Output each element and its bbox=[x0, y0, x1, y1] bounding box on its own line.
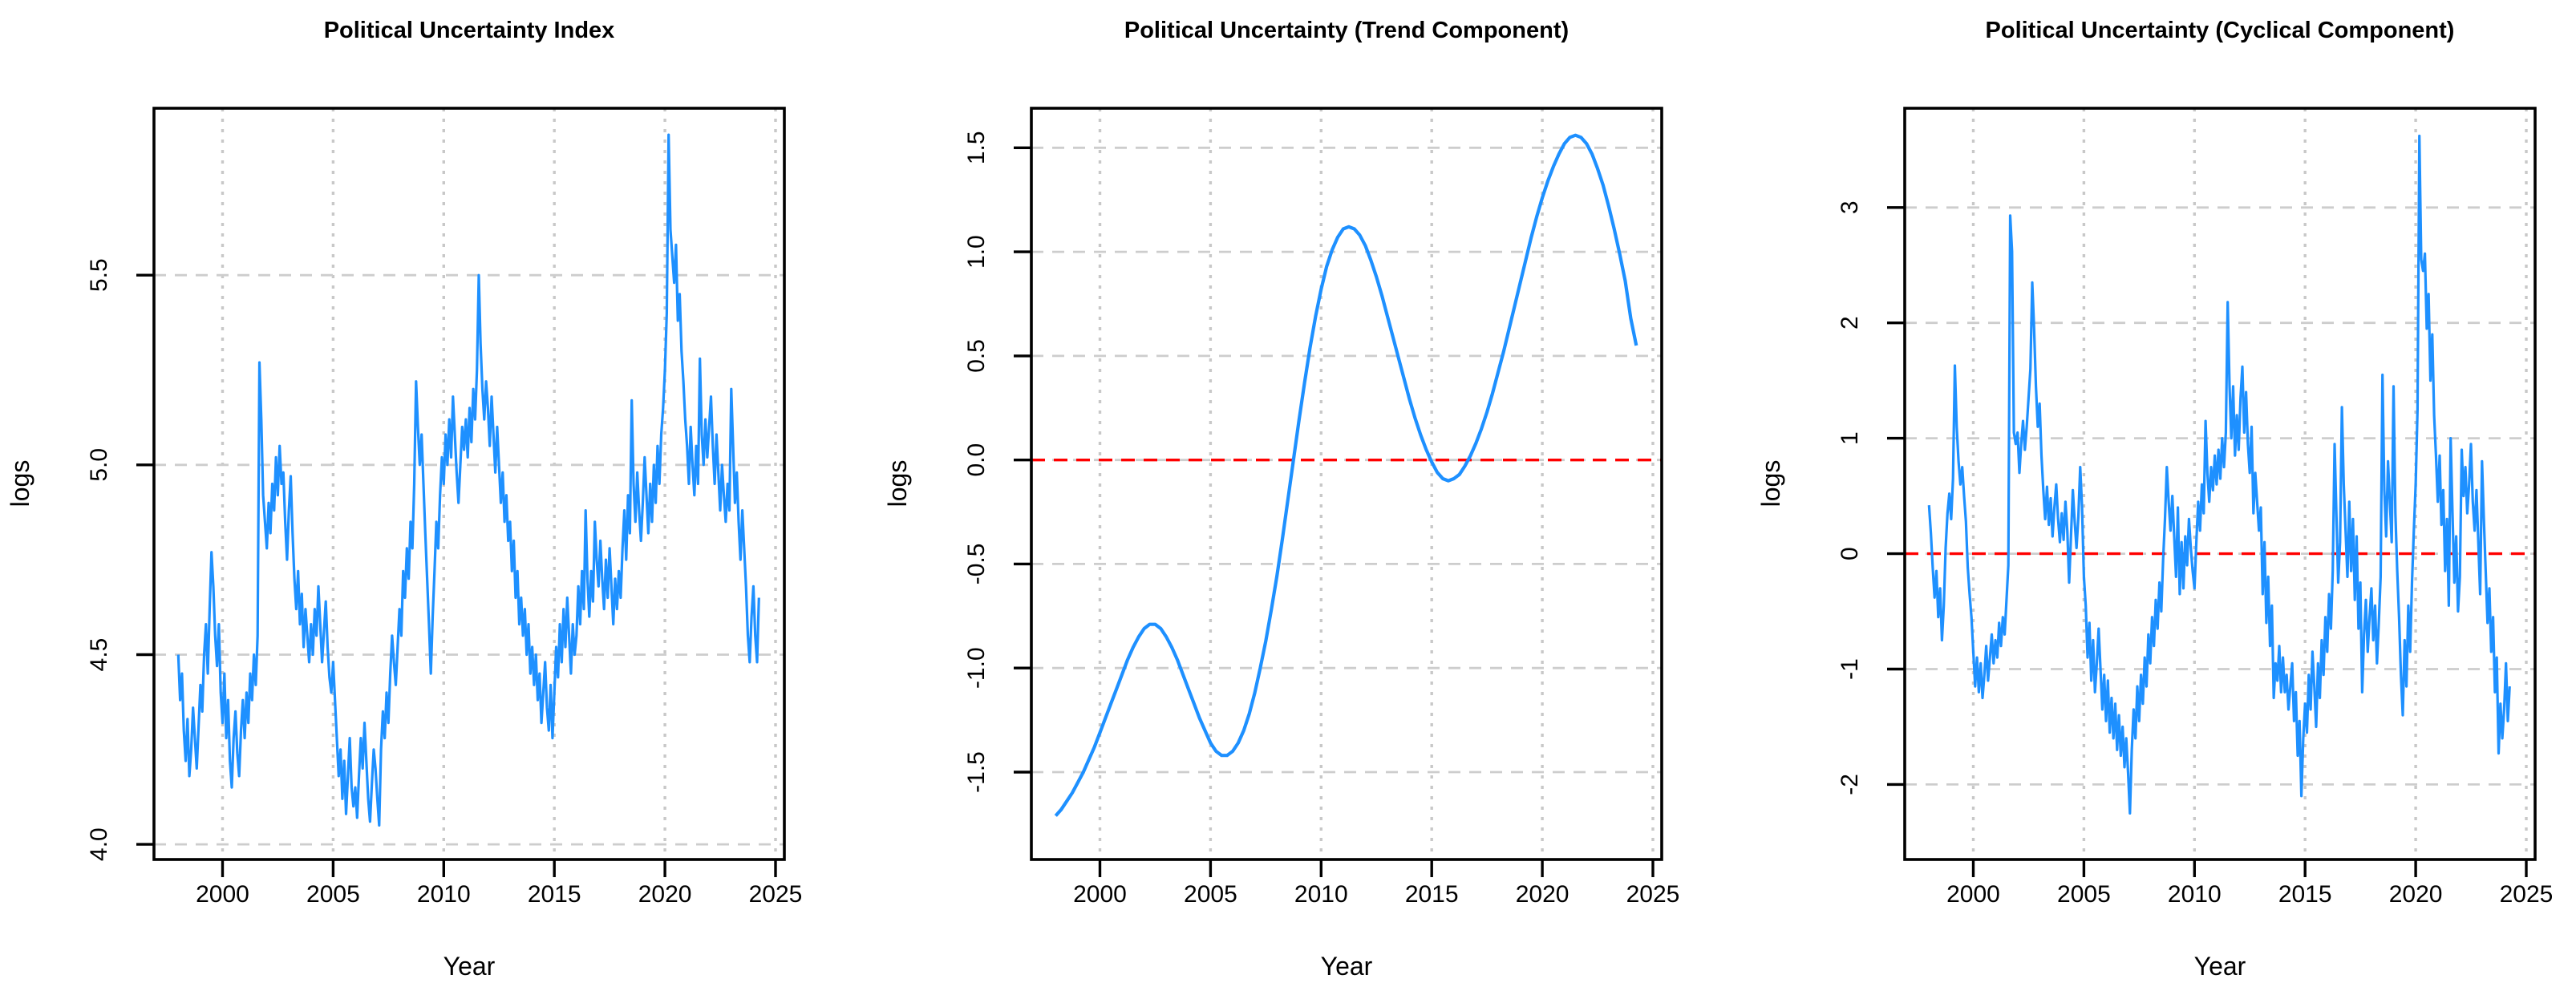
x-axis-label-cycle: Year bbox=[2194, 952, 2246, 981]
y-tick-label: 5.0 bbox=[86, 448, 112, 482]
x-tick-label: 2010 bbox=[2168, 881, 2222, 908]
y-tick-label: 0.0 bbox=[963, 443, 990, 477]
y-tick-label: -1.5 bbox=[963, 751, 990, 793]
y-tick-label: 1.0 bbox=[963, 235, 990, 269]
y-tick-label: 4.5 bbox=[86, 638, 112, 672]
y-tick-label: 1.5 bbox=[963, 131, 990, 164]
panel-trend: 2000 2005 2010 2015 2020 2025 1.5 1.0 0.5 0.0 -0.5… bbox=[883, 18, 1679, 981]
chart-title-cycle: Political Uncertainty (Cyclical Componen… bbox=[1986, 18, 2455, 43]
y-tick-label: -1.0 bbox=[963, 647, 990, 689]
y-tick-label: -0.5 bbox=[963, 544, 990, 585]
chart-title-index: Political Uncertainty Index bbox=[324, 18, 615, 43]
x-axis-label-trend: Year bbox=[1321, 952, 1373, 981]
panel-index: 2000 2005 2010 2015 2020 2025 4.0 4.5 5.0 5.5 Pol… bbox=[6, 18, 802, 981]
trend-series-line bbox=[1054, 133, 1638, 817]
x-tick-label: 2025 bbox=[1626, 881, 1680, 908]
y-tick-label: 3 bbox=[1837, 200, 1863, 214]
x-tick-label: 2020 bbox=[1516, 881, 1569, 908]
x-tick-label: 2000 bbox=[196, 881, 249, 908]
x-tick-label: 2015 bbox=[528, 881, 581, 908]
x-tick-label: 2005 bbox=[1184, 881, 1237, 908]
x-tick-label: 2025 bbox=[2500, 881, 2554, 908]
x-tick-label: 2025 bbox=[749, 881, 803, 908]
y-tick-label: -2 bbox=[1837, 774, 1863, 795]
x-tick-label: 2000 bbox=[1946, 881, 2000, 908]
x-tick-label: 2010 bbox=[417, 881, 471, 908]
cycle-series-line bbox=[1927, 134, 2511, 815]
y-axis-label-index: logs bbox=[6, 460, 34, 508]
x-axis-label-index: Year bbox=[444, 952, 496, 981]
panel-cycle: 2000 2005 2010 2015 2020 2025 3 2 1 0 -1 -2 Politic… bbox=[1756, 18, 2553, 981]
y-axis-label-cycle: logs bbox=[1756, 460, 1785, 508]
x-tick-label: 2020 bbox=[638, 881, 692, 908]
y-tick-label: 5.5 bbox=[86, 258, 112, 292]
index-series-line bbox=[176, 133, 760, 827]
x-tick-label: 2005 bbox=[2057, 881, 2111, 908]
chart-title-trend: Political Uncertainty (Trend Component) bbox=[1124, 18, 1569, 43]
plot-area-trend: 2000 2005 2010 2015 2020 2025 1.5 1.0 0.5 0.0 -0.5… bbox=[963, 107, 1680, 908]
y-tick-label: 0 bbox=[1837, 547, 1863, 560]
plot-border bbox=[1030, 107, 1663, 861]
y-tick-label: 2 bbox=[1837, 316, 1863, 330]
plot-border bbox=[1903, 107, 2537, 861]
y-tick-label: 4.0 bbox=[86, 827, 112, 861]
y-tick-label: 0.5 bbox=[963, 339, 990, 373]
y-axis-label-trend: logs bbox=[883, 460, 912, 508]
plot-area-index: 2000 2005 2010 2015 2020 2025 4.0 4.5 5.0 5.5 bbox=[86, 107, 803, 908]
x-tick-label: 2015 bbox=[1405, 881, 1459, 908]
plot-area-cycle: 2000 2005 2010 2015 2020 2025 3 2 1 0 -1 -2 bbox=[1837, 107, 2554, 908]
y-tick-label: -1 bbox=[1837, 658, 1863, 680]
x-tick-label: 2020 bbox=[2389, 881, 2443, 908]
x-tick-label: 2015 bbox=[2278, 881, 2332, 908]
x-tick-label: 2010 bbox=[1294, 881, 1348, 908]
x-tick-label: 2005 bbox=[306, 881, 360, 908]
y-tick-label: 1 bbox=[1837, 431, 1863, 445]
plot-border bbox=[152, 107, 786, 861]
x-tick-label: 2000 bbox=[1073, 881, 1127, 908]
